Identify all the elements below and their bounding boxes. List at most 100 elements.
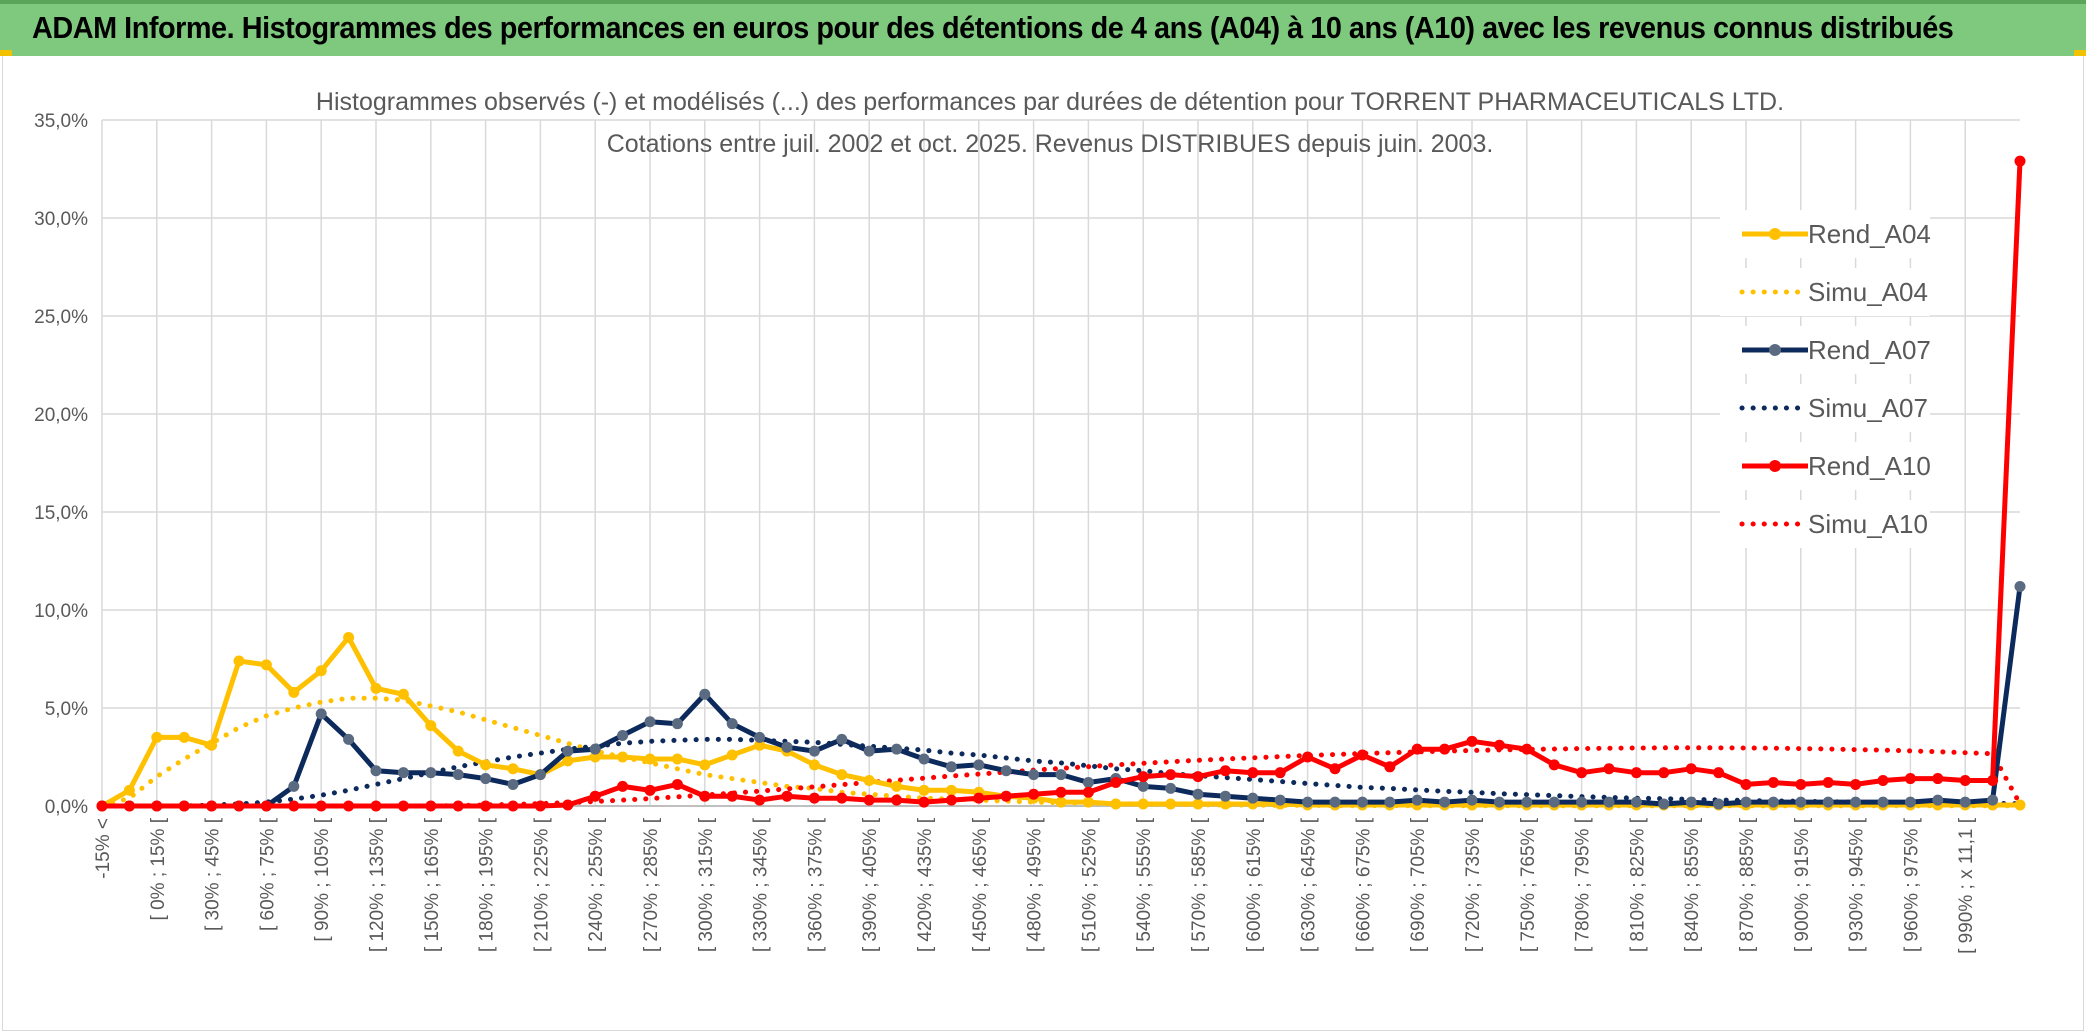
data-point-rend_a07 <box>1740 796 1752 808</box>
chart-subtitle: Cotations entre juil. 2002 et oct. 2025.… <box>607 130 1494 158</box>
x-tick-label: [ 0% ; 15% [ <box>148 817 169 920</box>
data-point-rend_a04 <box>617 751 629 763</box>
data-point-rend_a07 <box>1274 794 1286 806</box>
data-point-rend_a07 <box>1850 796 1862 808</box>
y-tick-label: 5,0% <box>45 699 88 720</box>
data-point-rend_a07 <box>1576 796 1588 808</box>
data-point-rend_a10 <box>1329 763 1341 775</box>
data-point-rend_a10 <box>1439 743 1451 755</box>
data-point-rend_a10 <box>206 800 218 812</box>
data-point-rend_a07 <box>1302 796 1314 808</box>
data-point-rend_a04 <box>370 682 382 694</box>
data-point-rend_a10 <box>178 800 190 812</box>
data-point-rend_a10 <box>425 800 437 812</box>
data-point-rend_a10 <box>507 800 519 812</box>
data-point-rend_a07 <box>589 743 601 755</box>
data-point-rend_a10 <box>1247 767 1259 779</box>
data-point-rend_a04 <box>671 753 683 765</box>
data-point-rend_a10 <box>589 790 601 802</box>
x-tick-label: [ 390% ; 405% [ <box>860 817 881 952</box>
data-point-rend_a07 <box>945 761 957 773</box>
x-tick-label: [ 750% ; 765% [ <box>1518 817 1539 952</box>
data-point-rend_a10 <box>288 800 300 812</box>
legend-label: Rend_A04 <box>1808 219 1931 249</box>
x-tick-label: [ 330% ; 345% [ <box>751 817 772 952</box>
data-point-rend_a10 <box>1384 761 1396 773</box>
data-point-rend_a10 <box>1192 771 1204 783</box>
data-point-rend_a07 <box>288 780 300 792</box>
x-tick-label: [ 270% ; 285% [ <box>641 817 662 952</box>
data-point-rend_a10 <box>1411 743 1423 755</box>
data-point-rend_a04 <box>507 763 519 775</box>
y-tick-label: 15,0% <box>34 503 88 524</box>
data-point-rend_a10 <box>452 800 464 812</box>
data-point-rend_a07 <box>1603 796 1615 808</box>
x-tick-label: [ 900% ; 915% [ <box>1792 817 1813 952</box>
data-point-rend_a10 <box>1658 767 1670 779</box>
data-point-rend_a10 <box>808 792 820 804</box>
data-point-rend_a10 <box>397 800 409 812</box>
x-tick-label: [ 630% ; 645% [ <box>1299 817 1320 952</box>
data-point-rend_a07 <box>644 716 656 728</box>
data-point-rend_a04 <box>1165 798 1177 810</box>
legend-label: Rend_A07 <box>1808 335 1931 365</box>
data-point-rend_a10 <box>754 794 766 806</box>
corner-marker-right <box>2074 50 2086 56</box>
data-point-rend_a04 <box>1192 798 1204 810</box>
data-point-rend_a10 <box>1493 739 1505 751</box>
data-point-rend_a10 <box>1356 749 1368 761</box>
data-point-rend_a07 <box>1904 796 1916 808</box>
data-point-rend_a10 <box>1850 778 1862 790</box>
x-tick-label: [ 180% ; 195% [ <box>477 817 498 952</box>
data-point-rend_a04 <box>918 784 930 796</box>
data-point-rend_a10 <box>480 800 492 812</box>
data-point-rend_a10 <box>1548 759 1560 771</box>
data-point-rend_a07 <box>918 753 930 765</box>
data-point-rend_a07 <box>425 767 437 779</box>
data-point-rend_a10 <box>1740 778 1752 790</box>
data-point-rend_a04 <box>480 759 492 771</box>
data-point-rend_a07 <box>1987 794 1999 806</box>
data-point-rend_a10 <box>1603 763 1615 775</box>
data-point-rend_a07 <box>343 733 355 745</box>
data-point-rend_a04 <box>397 688 409 700</box>
legend-marker <box>1769 460 1781 472</box>
x-tick-label: [ 840% ; 855% [ <box>1682 817 1703 952</box>
data-point-rend_a10 <box>1000 790 1012 802</box>
data-point-rend_a10 <box>863 794 875 806</box>
data-point-rend_a07 <box>1000 765 1012 777</box>
x-tick-label: [ 780% ; 795% [ <box>1573 817 1594 952</box>
data-point-rend_a07 <box>1685 796 1697 808</box>
data-point-rend_a07 <box>1795 796 1807 808</box>
data-point-rend_a10 <box>343 800 355 812</box>
data-point-rend_a04 <box>1137 798 1149 810</box>
data-point-rend_a10 <box>1274 767 1286 779</box>
x-tick-label: [ 570% ; 585% [ <box>1189 817 1210 952</box>
x-tick-label: [ 960% ; 975% [ <box>1901 817 1922 952</box>
data-point-rend_a07 <box>1165 782 1177 794</box>
data-point-rend_a07 <box>1877 796 1889 808</box>
data-point-rend_a10 <box>151 800 163 812</box>
data-point-rend_a07 <box>891 743 903 755</box>
data-point-rend_a04 <box>1219 798 1231 810</box>
legend-label: Simu_A10 <box>1808 509 1928 539</box>
data-point-rend_a10 <box>1466 735 1478 747</box>
data-point-rend_a07 <box>452 769 464 781</box>
data-point-rend_a10 <box>1521 743 1533 755</box>
x-tick-label: [ 870% ; 885% [ <box>1737 817 1758 952</box>
x-tick-label: [ 60% ; 75% [ <box>257 817 278 931</box>
data-point-rend_a07 <box>617 729 629 741</box>
data-point-rend_a07 <box>562 745 574 757</box>
data-point-rend_a07 <box>1219 790 1231 802</box>
data-point-rend_a10 <box>1028 788 1040 800</box>
data-point-rend_a04 <box>288 686 300 698</box>
y-tick-label: 25,0% <box>34 307 88 328</box>
x-tick-label: -15% < <box>93 818 114 879</box>
data-point-rend_a10 <box>726 790 738 802</box>
data-point-rend_a04 <box>151 731 163 743</box>
data-point-rend_a10 <box>1055 786 1067 798</box>
data-point-rend_a10 <box>562 799 574 811</box>
data-point-rend_a04 <box>754 739 766 751</box>
data-point-rend_a04 <box>836 769 848 781</box>
data-point-rend_a10 <box>945 794 957 806</box>
